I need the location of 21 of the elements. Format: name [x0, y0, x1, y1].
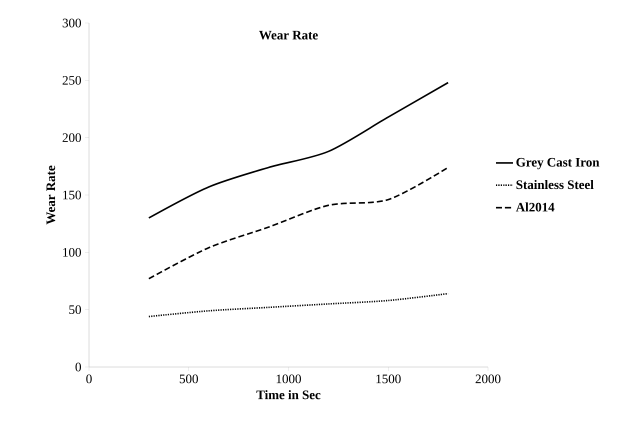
- y-tick-label: 200: [62, 133, 81, 142]
- line-series: [148, 82, 449, 219]
- legend-label: Grey Cast Iron: [516, 158, 600, 170]
- x-tick-label: 500: [180, 374, 198, 384]
- y-tick-label: 300: [62, 18, 81, 28]
- x-tick-label: 2000: [476, 374, 500, 384]
- y-tick-label: 0: [76, 362, 81, 372]
- y-tick-label: 250: [62, 76, 81, 85]
- y-tick-label: 100: [63, 248, 81, 257]
- line-series: [148, 292, 449, 318]
- legend-label: Al2014: [516, 202, 554, 212]
- legend-label: Stainless Steel: [516, 180, 594, 190]
- line-series: [148, 166, 449, 280]
- y-tick-label: 150: [63, 190, 81, 200]
- x-axis-title: Time in Sec: [256, 390, 320, 400]
- y-tick-label: 50: [69, 305, 81, 314]
- y-axis-title: Wear Rate: [46, 166, 56, 224]
- x-tick-label: 1000: [276, 374, 301, 384]
- x-tick-label: 0: [86, 374, 92, 384]
- chart-title: Wear Rate: [259, 30, 318, 40]
- x-tick-label: 1500: [376, 374, 401, 384]
